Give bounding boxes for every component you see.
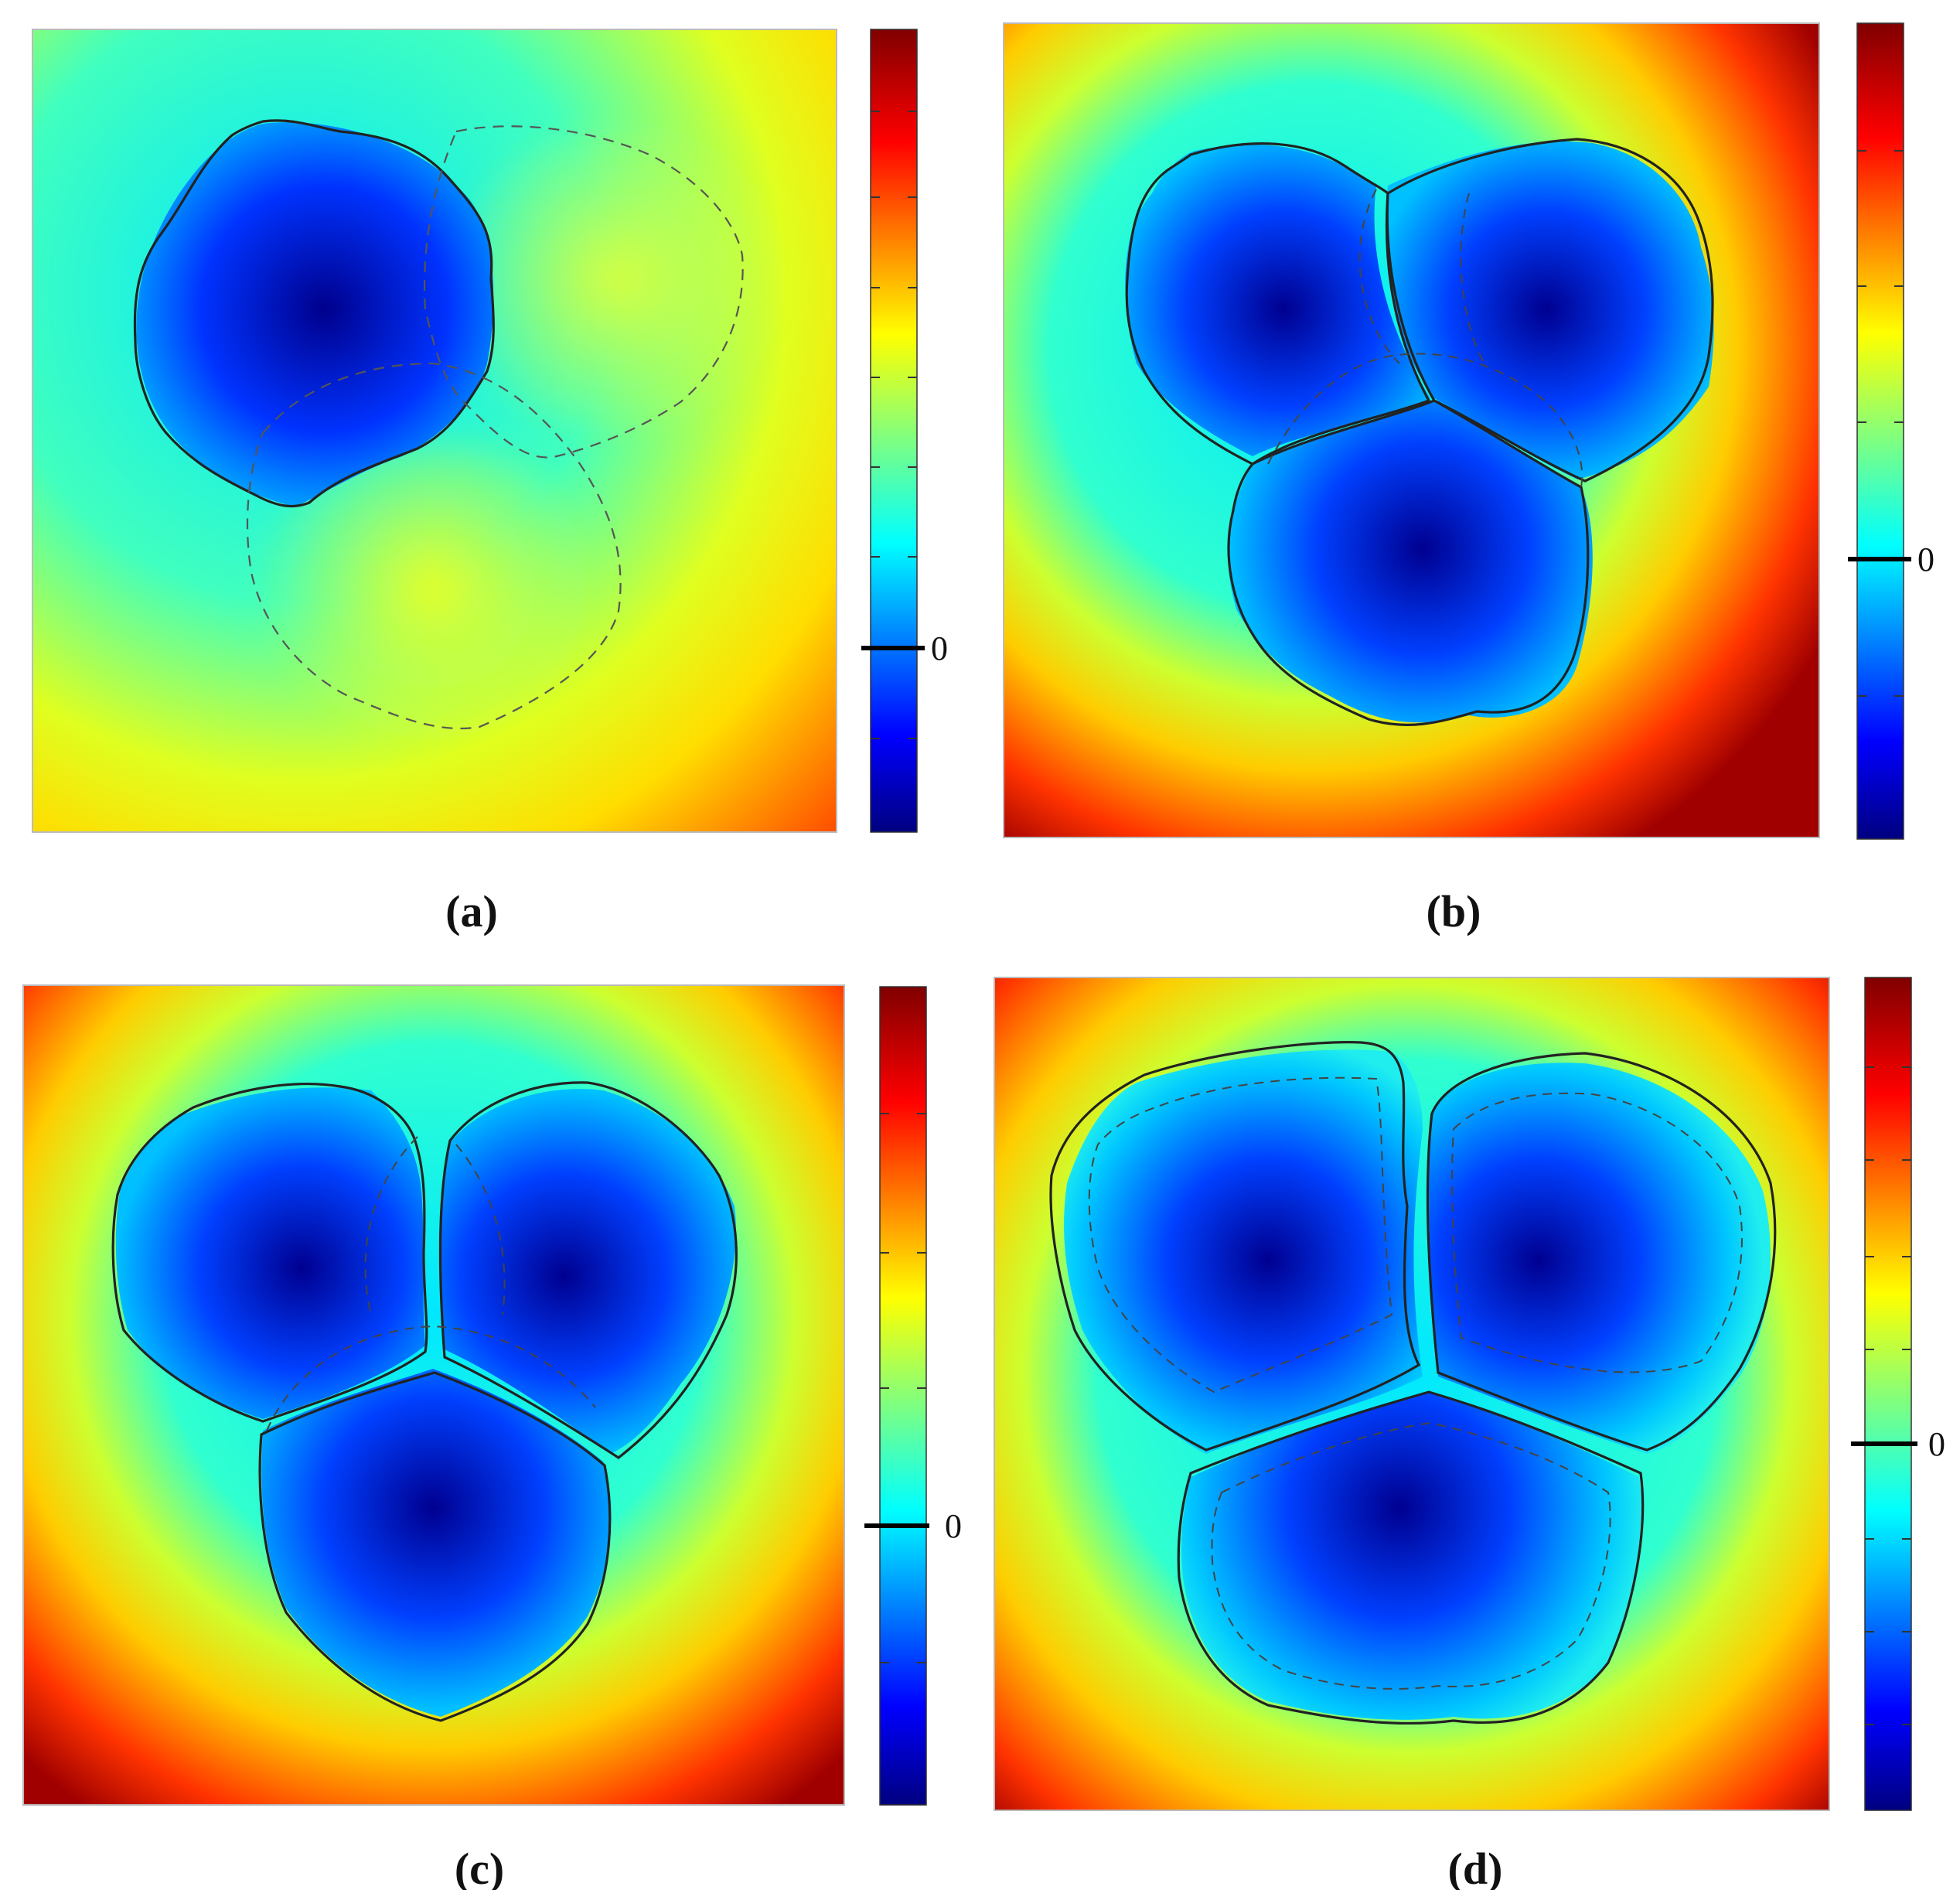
- panel-a-colorbar-fill: [870, 29, 918, 833]
- panel-b-region-bottom: [1228, 401, 1593, 723]
- panel-b-region-left: [1125, 145, 1430, 456]
- panel-d-colorbar-ticks: [1865, 1066, 1911, 1725]
- panel-c-contour-left: [111, 1083, 428, 1423]
- panel-c-caption: (c): [455, 1844, 504, 1890]
- panel-c-contour-right: [438, 1081, 738, 1459]
- panel-c-frame: [22, 984, 845, 1806]
- panel-a-caption: (a): [445, 886, 498, 936]
- panel-d-zero-label: 0: [1928, 1425, 1945, 1463]
- panel-b-contour-left: [1125, 142, 1431, 466]
- panel-a-heatmap: [32, 29, 837, 832]
- panel-b: 0 (b): [1003, 22, 1934, 936]
- panel-a-colorbar: 0: [861, 29, 948, 833]
- panel-d-contour-dashed-left: [1088, 1076, 1393, 1394]
- panel-b-contour-dashed: [1267, 189, 1583, 488]
- panel-b-colorbar-ticks: [1857, 150, 1904, 697]
- panel-c-contour-bottom: [258, 1371, 612, 1722]
- panel-b-zero-label: 0: [1917, 541, 1934, 578]
- panel-c-colorbar-fill: [879, 986, 927, 1806]
- panel-d-colorbar-fill: [1864, 977, 1912, 1811]
- panel-b-colorbar-fill: [1856, 22, 1904, 840]
- panel-a-frame: [32, 29, 837, 833]
- panel-d-heatmap: [994, 977, 1829, 1810]
- panel-d-colorbar: 0: [1851, 977, 1945, 1811]
- panel-d-contour-dashed-right: [1451, 1092, 1743, 1373]
- panel-c-region-right: [439, 1089, 736, 1454]
- panel-c-colorbar: 0: [864, 986, 962, 1806]
- panel-d-region-right: [1429, 1063, 1771, 1454]
- panel-d-frame: [994, 977, 1830, 1811]
- panel-d-region-left: [1064, 1049, 1423, 1454]
- panel-b-frame: [1003, 22, 1820, 838]
- panel-d-contour-right: [1426, 1052, 1777, 1452]
- panel-c-region-left: [115, 1087, 425, 1419]
- panel-b-caption: (b): [1427, 886, 1481, 936]
- panel-c-contour-dashed: [266, 1136, 596, 1431]
- panel-a-contour-solid: [133, 119, 495, 508]
- panel-b-contour-right: [1386, 138, 1714, 483]
- panel-a-zero-label: 0: [931, 629, 948, 667]
- panel-b-contour-bottom: [1227, 399, 1590, 726]
- panel-d-region-bottom: [1181, 1392, 1641, 1720]
- panel-b-colorbar: 0: [1848, 22, 1934, 840]
- panel-d: 0 (d): [994, 977, 1945, 1890]
- panel-a: 0 (a): [32, 29, 948, 936]
- panel-b-region-right: [1386, 141, 1714, 480]
- panel-d-contour-dashed-bottom: [1211, 1421, 1611, 1690]
- panel-c-heatmap: [23, 985, 844, 1805]
- panel-d-contour-bottom: [1177, 1390, 1645, 1725]
- panel-d-caption: (d): [1448, 1844, 1503, 1890]
- panel-a-colorbar-ticks: [871, 111, 917, 739]
- panel-a-contour-dashed-2: [246, 362, 622, 730]
- panel-c-colorbar-ticks: [880, 1113, 926, 1663]
- panel-b-heatmap: [1004, 23, 1819, 838]
- panel-c-region-bottom: [261, 1369, 612, 1717]
- panel-d-contour-left: [1049, 1041, 1421, 1452]
- panel-c-zero-label: 0: [945, 1507, 962, 1545]
- panel-c: 0 (c): [22, 984, 962, 1890]
